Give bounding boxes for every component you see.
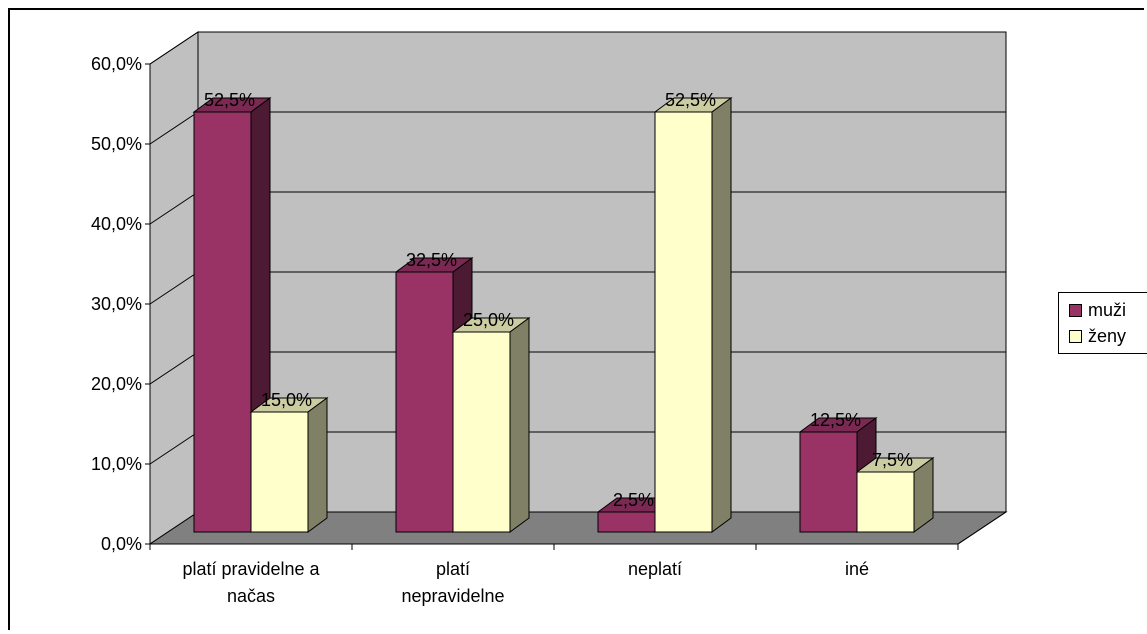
y-tick-label: 40,0% — [91, 214, 142, 234]
data-label-muži: 12,5% — [810, 410, 861, 430]
bar-side-ženy — [509, 317, 530, 533]
bar-ženy — [452, 331, 511, 533]
bar-muži — [395, 271, 454, 533]
y-tick-label: 30,0% — [91, 294, 142, 314]
chart-frame — [8, 8, 1144, 630]
data-label-muži: 32,5% — [406, 250, 457, 270]
bar-muži — [597, 511, 656, 533]
bar-muži — [193, 111, 252, 533]
y-tick-label: 60,0% — [91, 54, 142, 74]
y-tick-label: 0,0% — [101, 534, 142, 554]
bar-muži — [799, 431, 858, 533]
x-tick-label: neplatí — [628, 559, 682, 579]
legend-swatch-zeny — [1069, 329, 1082, 343]
legend-item-zeny: ženy — [1069, 325, 1126, 347]
bar-ženy — [250, 411, 309, 533]
bar-ženy — [856, 471, 915, 533]
x-tick-label: iné — [845, 559, 869, 579]
gridline-side — [149, 31, 199, 65]
x-axis-depth — [957, 511, 1007, 545]
bar-ženy — [654, 111, 713, 533]
gridline-side — [149, 191, 199, 225]
y-tick-label: 20,0% — [91, 374, 142, 394]
gridline-side — [149, 351, 199, 385]
gridline-side — [149, 111, 199, 145]
data-label-ženy: 25,0% — [463, 310, 514, 330]
bar-side-ženy — [711, 97, 732, 533]
x-tick-label: nepravidelne — [401, 586, 504, 606]
gridline-side — [149, 431, 199, 465]
legend-label-zeny: ženy — [1088, 325, 1127, 346]
legend-item-muzi: muži — [1069, 299, 1126, 321]
data-label-ženy: 7,5% — [872, 450, 913, 470]
data-label-muži: 2,5% — [613, 490, 654, 510]
legend-label-muzi: muži — [1088, 299, 1127, 320]
gridline-side — [149, 271, 199, 305]
x-tick-label: načas — [227, 586, 275, 606]
bar-side-ženy — [913, 457, 934, 533]
data-label-ženy: 15,0% — [261, 390, 312, 410]
bar-side-ženy — [307, 397, 328, 533]
data-label-ženy: 52,5% — [665, 90, 716, 110]
y-tick-label: 10,0% — [91, 454, 142, 474]
x-tick-label: platí pravidelne a — [182, 559, 320, 579]
data-label-muži: 52,5% — [204, 90, 255, 110]
legend: muži ženy — [1058, 292, 1147, 354]
legend-swatch-muzi — [1069, 303, 1082, 317]
x-tick-label: platí — [436, 559, 470, 579]
y-tick-label: 50,0% — [91, 134, 142, 154]
